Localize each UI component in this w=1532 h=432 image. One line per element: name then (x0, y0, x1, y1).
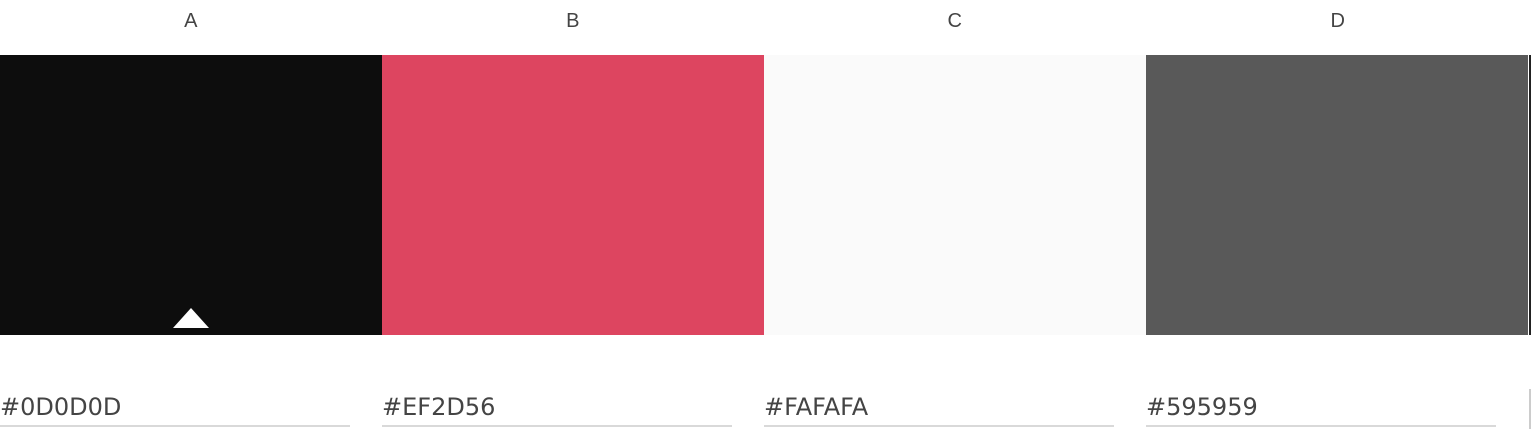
scroll-edge-divider-bottom (1529, 389, 1531, 429)
palette-column-b: B (382, 0, 764, 432)
color-swatch-a[interactable] (0, 55, 382, 335)
palette-column-d: D (1146, 0, 1530, 432)
selected-marker-icon (173, 308, 209, 328)
color-swatch-d[interactable] (1146, 55, 1528, 335)
hex-input-d[interactable] (1146, 389, 1496, 427)
column-label-d: D (1330, 10, 1346, 32)
column-label-a: A (184, 10, 198, 32)
palette-column-a: A (0, 0, 382, 432)
scroll-edge-divider (1529, 55, 1531, 335)
column-label-b: B (566, 10, 580, 32)
color-swatch-b[interactable] (382, 55, 764, 335)
palette-column-c: C (764, 0, 1146, 432)
hex-input-a[interactable] (0, 389, 350, 427)
color-swatch-c[interactable] (764, 55, 1146, 335)
hex-input-b[interactable] (382, 389, 732, 427)
hex-input-c[interactable] (764, 389, 1114, 427)
column-label-c: C (947, 10, 963, 32)
